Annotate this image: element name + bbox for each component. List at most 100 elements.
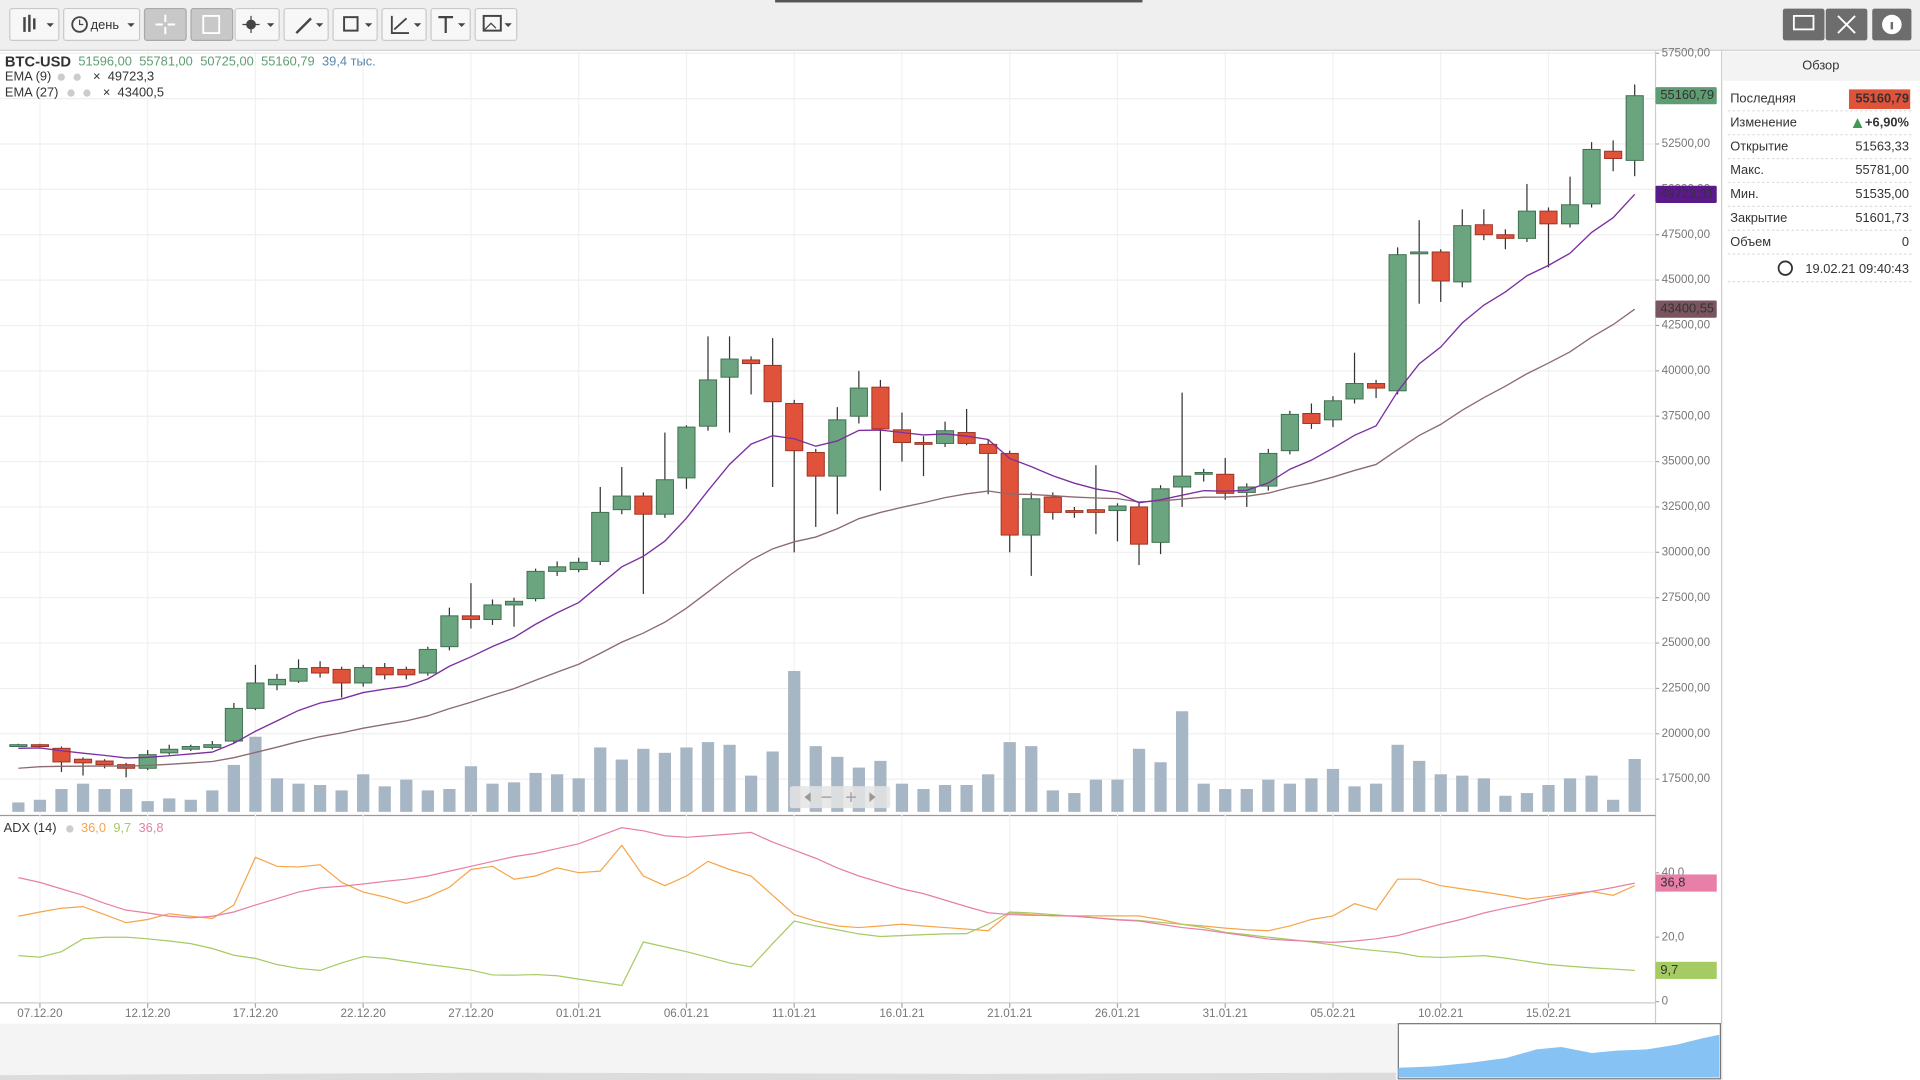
candle-body [160, 748, 179, 754]
volume-bar [637, 748, 650, 812]
volume-bar [1046, 790, 1059, 812]
candle-body [1431, 251, 1450, 282]
volume-bar [335, 790, 348, 812]
candle-body [612, 495, 631, 511]
fullscreen-button[interactable] [1825, 8, 1868, 41]
indicator-icon [57, 73, 65, 81]
volume-bar [1520, 793, 1534, 812]
price-tag [1655, 87, 1717, 105]
ema27-line [18, 308, 1636, 769]
adx-line [18, 911, 1635, 987]
price-tag-label: 49723,31 [1660, 186, 1714, 201]
y-tick-label: 35000,00 [1662, 455, 1711, 468]
period-label: день [91, 17, 120, 32]
candle-body [1259, 452, 1278, 487]
fibonacci-button[interactable] [381, 7, 427, 42]
candle-body [30, 744, 49, 748]
x-tick-label: 21.01.21 [987, 1007, 1032, 1020]
volume-bar [1434, 774, 1447, 812]
volume-bar [895, 783, 909, 812]
crosshair-button[interactable] [143, 7, 187, 42]
candle-body [763, 364, 782, 403]
volume-bar [163, 798, 176, 812]
candle-body [698, 379, 718, 427]
candle-body [418, 648, 437, 674]
candle-body [849, 387, 868, 417]
image-button[interactable] [474, 7, 518, 42]
volume-value: 39,4 тыс. [322, 54, 376, 69]
indicator-name: EMA (9) [5, 69, 51, 84]
screen-button[interactable] [1782, 8, 1825, 41]
volume-bar [615, 759, 628, 812]
volume-bar [443, 789, 456, 812]
candle-body [720, 358, 739, 378]
volume-bar [1111, 779, 1124, 812]
y-tick-label: 32500,00 [1662, 500, 1711, 513]
candle-body [1129, 506, 1149, 545]
volume-bar [572, 778, 585, 812]
shape-button[interactable] [332, 7, 378, 42]
volume-bar [1542, 785, 1555, 812]
candle-body [1302, 412, 1321, 424]
candle-body [1517, 210, 1536, 239]
candle-body [73, 758, 93, 764]
overview-label: Мин. [1730, 186, 1759, 201]
volume-bar [378, 786, 391, 812]
candle-body [203, 744, 222, 748]
x-tick-label: 01.01.21 [556, 1007, 601, 1020]
indicator-remove: × [103, 84, 111, 99]
adx-y-tick-label: 20,0 [1662, 930, 1685, 943]
candle-body [1625, 95, 1644, 161]
x-tick-label: 12.12.20 [125, 1007, 171, 1020]
candle-body [9, 744, 28, 748]
volume-bar [1326, 768, 1340, 812]
candle-body [591, 511, 610, 562]
volume-bar [1305, 778, 1318, 812]
volume-bar [270, 778, 284, 812]
candle-body [1474, 224, 1493, 236]
candle-body [979, 443, 998, 454]
y-tick-label: 27500,00 [1662, 591, 1711, 604]
volume-bar [184, 799, 197, 812]
overview-label: Закрытие [1730, 210, 1787, 225]
candle-body [1560, 204, 1580, 225]
candle-body [1280, 413, 1299, 452]
volume-bar [1585, 775, 1598, 812]
candle-body [1151, 488, 1170, 543]
candle-body [267, 678, 287, 686]
volume-bar [33, 799, 47, 812]
candle-body [1496, 234, 1515, 239]
ema9-line [18, 193, 1636, 759]
scroll-controls[interactable] [789, 786, 891, 809]
price-tag [1655, 300, 1717, 318]
x-tick-label: 10.02.21 [1418, 1007, 1463, 1020]
period-button[interactable]: день [63, 7, 141, 42]
calculator-button[interactable] [190, 7, 234, 42]
adx-tag [1655, 874, 1717, 892]
indicator-icon [73, 73, 81, 81]
info-button[interactable] [1872, 8, 1912, 41]
candle-body [181, 746, 200, 750]
volume-bar [400, 779, 413, 812]
indicator-remove: × [93, 69, 101, 84]
x-tick-label: 07.12.20 [17, 1007, 63, 1020]
candle-body [914, 442, 933, 445]
adx-legend-value: 36,0 [81, 820, 106, 835]
chart-type-button[interactable] [9, 7, 60, 42]
navigator [0, 1023, 1722, 1080]
volume-bar [680, 747, 693, 812]
volume-bar [1197, 783, 1210, 812]
x-tick-label: 26.01.21 [1095, 1007, 1140, 1020]
price-tag [1655, 185, 1717, 203]
draw-line-button[interactable] [283, 7, 329, 42]
adx-settings-icon [66, 825, 74, 833]
instrument-line: BTC-USD 51596,00 55781,00 50725,00 55160,79 3… [5, 54, 376, 70]
candle-body [1410, 251, 1429, 255]
volume-bar [313, 785, 327, 812]
text-tool-button[interactable] [430, 7, 471, 42]
indicators-button[interactable] [234, 7, 280, 42]
overview-value: 51563,33 [1855, 138, 1909, 153]
overview-value: 55160,79 [1855, 91, 1909, 106]
y-tick-label: 57500,00 [1662, 46, 1711, 59]
